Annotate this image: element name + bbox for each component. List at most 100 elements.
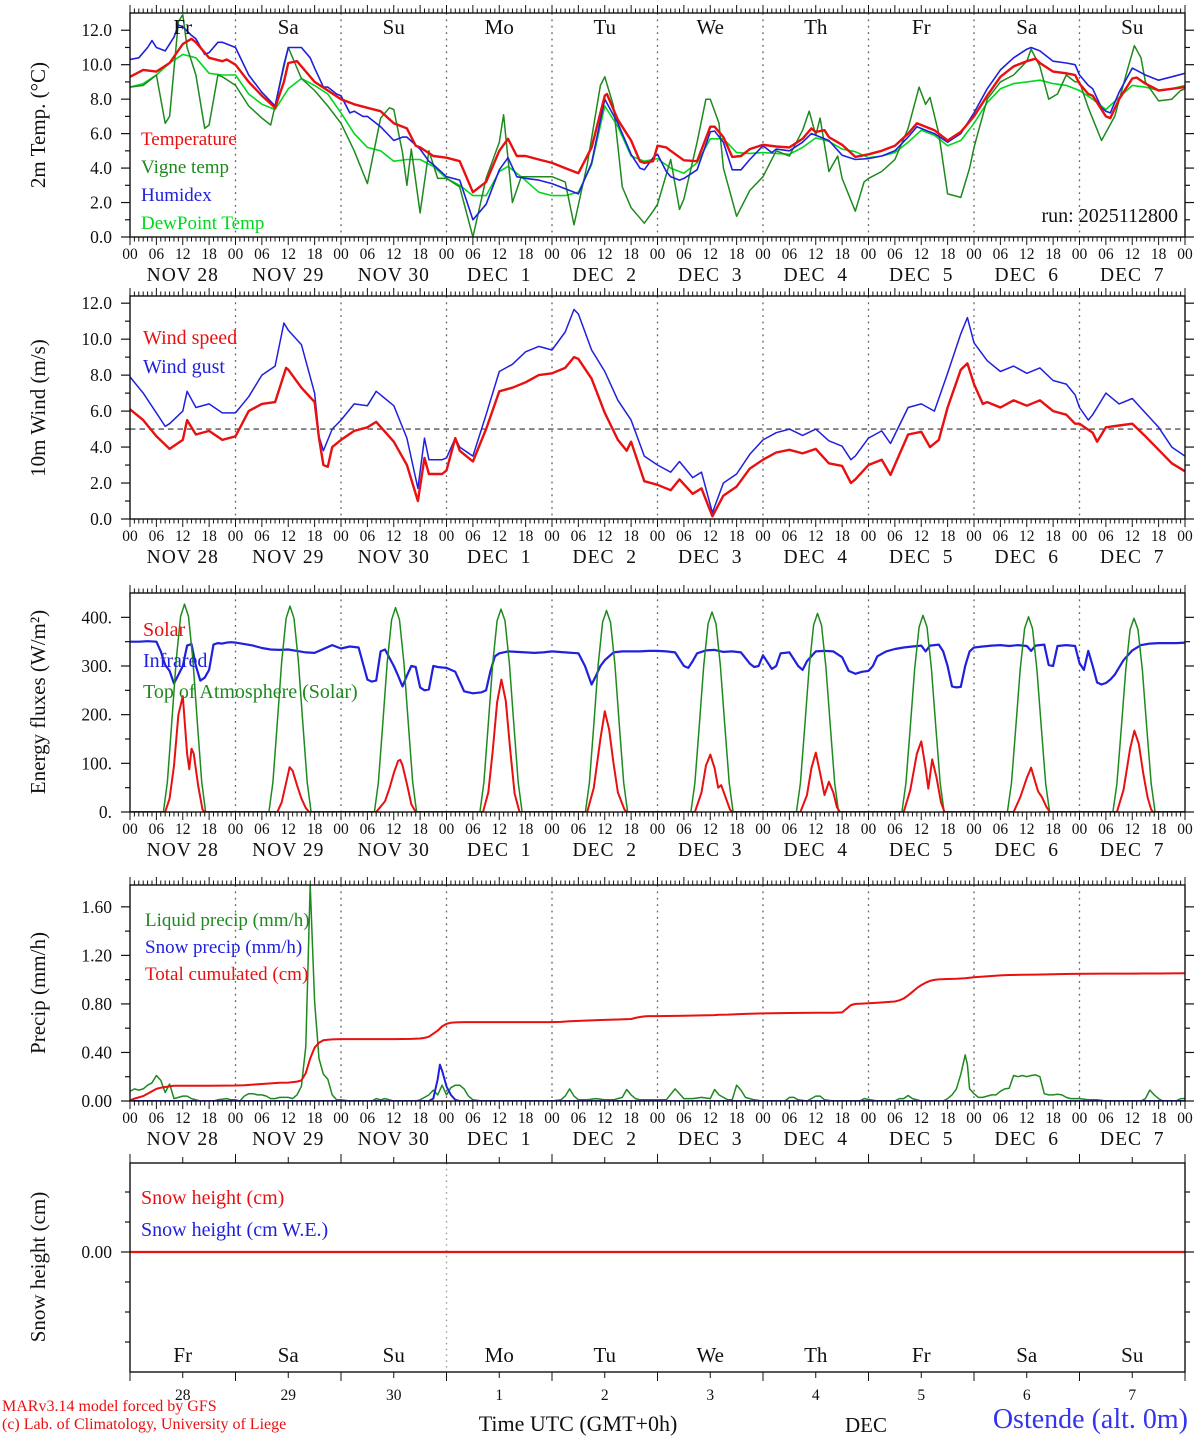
date-label: DEC 3 — [678, 547, 743, 568]
y-tick-label: 0.80 — [81, 994, 112, 1014]
legend-snow-precip: Snow precip (mm/h) — [145, 937, 303, 958]
hour-label: 18 — [412, 246, 428, 263]
day-name-bottom: Su — [383, 1343, 406, 1367]
hour-label: 06 — [1098, 1110, 1114, 1127]
legend-liquid-precip: Liquid precip (mm/h) — [145, 910, 310, 931]
day-name-bottom: We — [697, 1343, 724, 1367]
series-infrared — [130, 640, 1185, 695]
hour-label: 12 — [597, 1110, 613, 1127]
hour-label: 18 — [201, 246, 217, 263]
hour-label: 06 — [676, 246, 692, 263]
hour-label: 00 — [439, 246, 455, 263]
hour-label: 06 — [571, 528, 587, 545]
day-name-bottom: Fr — [173, 1343, 192, 1367]
hour-label: 12 — [1125, 528, 1141, 545]
y-tick-label: 0. — [99, 802, 112, 822]
hour-label: 06 — [887, 821, 903, 838]
x-axis-title: Time UTC (GMT+0h) — [478, 1411, 678, 1436]
hour-label: 12 — [386, 821, 402, 838]
day-name-bottom: Fr — [912, 1343, 931, 1367]
y-title-snow-height: Snow height (cm) — [25, 1191, 50, 1343]
day-number: 4 — [812, 1387, 820, 1404]
y-title-temperature: 2m Temp. (°C) — [25, 61, 50, 189]
date-label: DEC 6 — [995, 840, 1060, 861]
hour-label: 00 — [650, 1110, 666, 1127]
day-number: 29 — [281, 1387, 297, 1404]
hour-label: 18 — [307, 528, 323, 545]
hour-label: 18 — [623, 246, 639, 263]
day-name-bottom: Mo — [485, 1343, 514, 1367]
hour-label: 06 — [887, 1110, 903, 1127]
date-label: DEC 4 — [784, 547, 849, 568]
hour-label: 18 — [307, 246, 323, 263]
hour-label: 00 — [1177, 1110, 1193, 1127]
day-name-bottom: Tu — [593, 1343, 616, 1367]
legend-vigne-temp: Vigne temp — [141, 157, 230, 178]
hour-label: 00 — [1177, 821, 1193, 838]
hour-label: 00 — [439, 528, 455, 545]
y-tick-label: 0.00 — [81, 1091, 112, 1111]
month-label: DEC — [845, 1413, 887, 1437]
hour-label: 18 — [1045, 1110, 1061, 1127]
date-label: NOV 28 — [147, 840, 219, 861]
hour-label: 00 — [755, 528, 771, 545]
legend-snow-height: Snow height (cm) — [141, 1187, 285, 1209]
day-name-top: Sa — [1016, 15, 1038, 39]
hour-label: 06 — [887, 528, 903, 545]
hour-label: 00 — [861, 1110, 877, 1127]
hour-label: 06 — [465, 246, 481, 263]
y-tick-label: 10.0 — [81, 329, 112, 349]
hour-label: 00 — [861, 246, 877, 263]
hour-label: 06 — [465, 821, 481, 838]
hour-label: 12 — [597, 246, 613, 263]
date-label: DEC 7 — [1100, 265, 1165, 286]
hour-label: 12 — [914, 246, 930, 263]
hour-label: 06 — [676, 821, 692, 838]
hour-label: 12 — [703, 246, 719, 263]
hour-label: 00 — [228, 528, 244, 545]
date-label: NOV 30 — [358, 265, 430, 286]
hour-label: 00 — [122, 528, 138, 545]
y-tick-label: 0.00 — [81, 1242, 112, 1262]
legend-snow-height-we: Snow height (cm W.E.) — [141, 1219, 329, 1241]
credits-lab: (c) Lab. of Climatology, University of L… — [2, 1416, 287, 1433]
hour-label: 18 — [1151, 821, 1167, 838]
hour-label: 00 — [966, 528, 982, 545]
hour-label: 06 — [254, 821, 270, 838]
hour-label: 00 — [1072, 528, 1088, 545]
date-label: DEC 2 — [573, 1129, 638, 1150]
day-number: 1 — [495, 1387, 503, 1404]
hour-label: 18 — [623, 1110, 639, 1127]
y-tick-label: 6.0 — [90, 401, 112, 421]
hour-label: 18 — [834, 246, 850, 263]
panel-snow-height: 0.00 — [81, 1154, 1194, 1381]
hour-label: 06 — [149, 821, 165, 838]
hour-label: 18 — [940, 821, 956, 838]
date-label: DEC 4 — [784, 1129, 849, 1150]
hour-label: 00 — [228, 246, 244, 263]
hour-label: 18 — [307, 1110, 323, 1127]
hour-label: 06 — [1098, 528, 1114, 545]
panel-2m-temperature: 0.0 2.0 4.0 6.0 8.0 10.0 12.0 00 06 12 18 NOV 28 00 0… — [81, 5, 1194, 286]
hour-label: 00 — [1072, 1110, 1088, 1127]
hour-label: 06 — [782, 528, 798, 545]
hour-label: 18 — [201, 528, 217, 545]
date-label: DEC 3 — [678, 265, 743, 286]
day-number: 6 — [1023, 1387, 1031, 1404]
hour-label: 12 — [597, 528, 613, 545]
series-liquid-precip — [130, 885, 1185, 1101]
hour-label: 18 — [729, 1110, 745, 1127]
legend-temperature: Temperature — [141, 129, 237, 150]
y-tick-label: 1.60 — [81, 897, 112, 917]
panel-energy-fluxes: 0. 100. 200. 300. 400. 00 06 12 18 NOV 28 00 06 12 18… — [81, 585, 1194, 861]
series-dewpoint-temp — [130, 53, 1185, 197]
day-name-top: Su — [1121, 15, 1144, 39]
hour-label: 12 — [703, 821, 719, 838]
date-label: NOV 29 — [252, 840, 324, 861]
day-name-top: Fr — [173, 15, 192, 39]
hour-label: 06 — [887, 246, 903, 263]
hour-label: 00 — [650, 821, 666, 838]
hour-label: 12 — [1019, 821, 1035, 838]
day-name-bottom: Th — [804, 1343, 828, 1367]
y-title-wind: 10m Wind (m/s) — [25, 339, 50, 477]
